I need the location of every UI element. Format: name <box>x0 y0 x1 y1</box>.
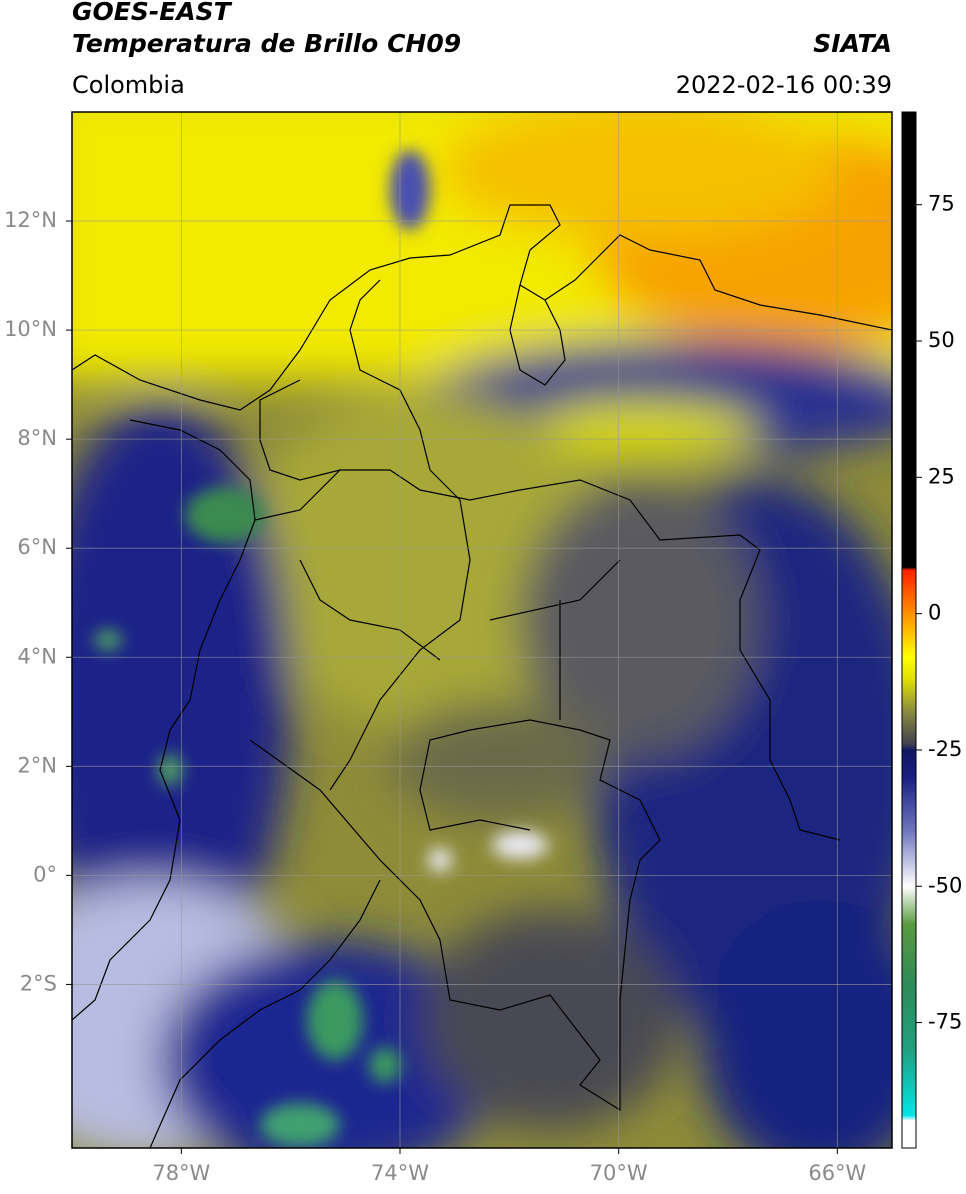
colorbar-label: 25 <box>928 464 955 488</box>
y-tick-label: 8°N <box>17 426 57 450</box>
x-tick-label: 74°W <box>371 1161 429 1185</box>
y-tick-label: 2°N <box>17 753 57 777</box>
colorbar <box>901 111 917 1149</box>
y-tick-label: 0° <box>33 862 57 886</box>
satellite-image <box>72 112 892 1148</box>
datetime: 2022-02-16 00:39 <box>676 71 892 99</box>
x-tick-label: 66°W <box>808 1161 866 1185</box>
y-tick-label: 12°N <box>4 208 57 232</box>
x-tick-label: 78°W <box>152 1161 210 1185</box>
x-tick-label: 70°W <box>590 1161 648 1185</box>
subtitle: Temperatura de Brillo CH09 <box>72 29 461 58</box>
colorbar-label: -75 <box>928 1010 962 1034</box>
title: GOES-EAST <box>72 0 233 26</box>
source: SIATA <box>813 29 892 58</box>
map-frame <box>71 111 893 1149</box>
colorbar-label: 50 <box>928 328 955 352</box>
y-tick-label: 2°S <box>20 971 57 995</box>
y-tick-label: 6°N <box>17 535 57 559</box>
colorbar-label: 75 <box>928 192 955 216</box>
colorbar-label: -25 <box>928 737 962 761</box>
colorbar-label: 0 <box>928 601 941 625</box>
colorbar-label: -50 <box>928 873 962 897</box>
region: Colombia <box>72 71 185 99</box>
y-tick-label: 4°N <box>17 644 57 668</box>
y-tick-label: 10°N <box>4 317 57 341</box>
